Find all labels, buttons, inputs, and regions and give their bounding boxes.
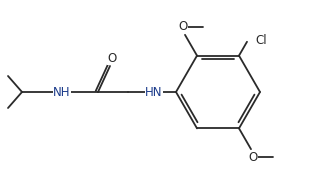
- Text: O: O: [107, 52, 116, 65]
- Text: Cl: Cl: [255, 34, 267, 47]
- Text: O: O: [178, 20, 188, 33]
- Text: NH: NH: [53, 86, 71, 98]
- Text: HN: HN: [145, 86, 163, 98]
- Text: O: O: [248, 151, 257, 164]
